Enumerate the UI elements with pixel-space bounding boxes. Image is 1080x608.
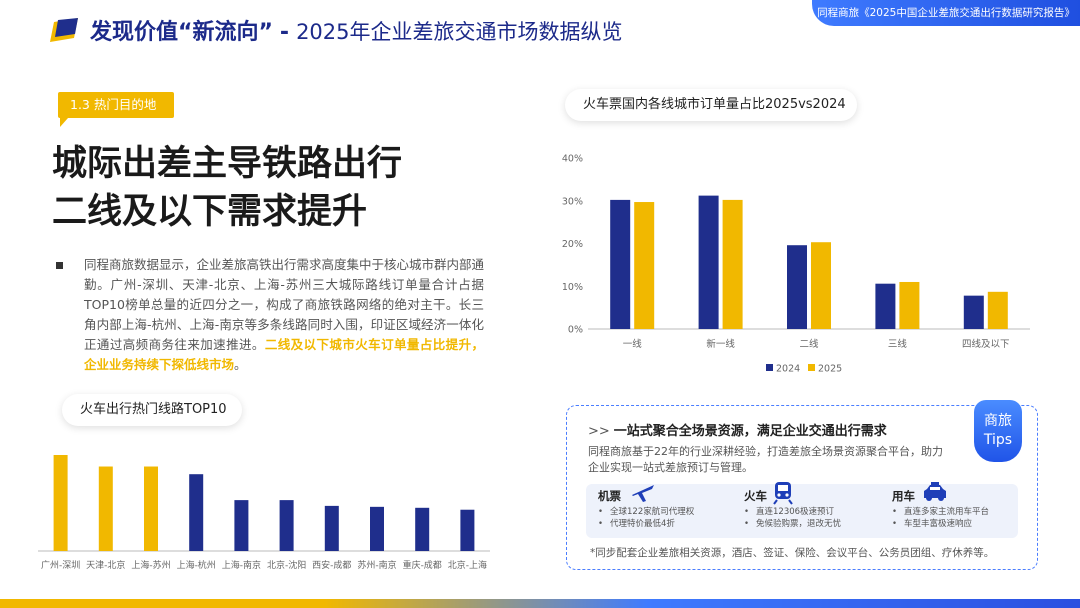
route-label: 上海-杭州 xyxy=(177,559,216,571)
route-label: 北京-上海 xyxy=(448,559,487,571)
x-tick-label: 三线 xyxy=(888,338,908,350)
header-separator: - xyxy=(279,20,290,45)
brand-logo-icon xyxy=(50,18,78,42)
service-column-car: 用车 直连多家主流用车平台 车型丰富极速响应 xyxy=(892,488,989,530)
tips-badge: 商旅 Tips xyxy=(974,400,1022,462)
bar-2024 xyxy=(875,283,896,329)
legend-swatch xyxy=(766,364,773,371)
bar-2024 xyxy=(698,195,719,329)
bar-2024 xyxy=(963,295,984,329)
y-tick-label: 0% xyxy=(568,325,583,336)
service-item: 直连多家主流用车平台 xyxy=(892,506,989,518)
description: 同程商旅数据显示，企业差旅高铁出行需求高度集中于核心城市群内部通勤。广州-深圳、… xyxy=(84,255,484,375)
route-bar xyxy=(370,506,384,551)
route-bar xyxy=(460,509,475,551)
route-label: 上海-南京 xyxy=(222,559,261,571)
service-heading-car: 用车 xyxy=(892,489,915,503)
headline: 城际出差主导铁路出行 二线及以下需求提升 xyxy=(52,140,402,236)
route-bar xyxy=(324,505,339,551)
tips-badge-line-1: 商旅 xyxy=(984,413,1012,429)
city-chart-title: 火车票国内各线城市订单量占比2025vs2024 xyxy=(565,89,857,121)
y-tick-label: 20% xyxy=(562,239,583,250)
tips-badge-line-2: Tips xyxy=(983,432,1013,448)
plane-icon xyxy=(632,485,654,502)
tips-title-text: 一站式聚合全场景资源，满足企业交通出行需求 xyxy=(613,424,887,439)
legend-swatch xyxy=(808,364,815,371)
service-item: 免候验购票，退改无忧 xyxy=(744,518,841,530)
route-label: 西安-成都 xyxy=(312,559,351,571)
bar-2025 xyxy=(634,202,655,329)
x-tick-label: 四线及以下 xyxy=(962,338,1010,350)
route-label: 天津-北京 xyxy=(86,559,125,571)
route-label: 北京-沈阳 xyxy=(267,559,306,571)
service-heading-flight: 机票 xyxy=(598,489,621,503)
bar-2025 xyxy=(722,199,743,329)
x-tick-label: 二线 xyxy=(799,338,819,350)
description-tail: 。 xyxy=(234,357,247,372)
bar-2024 xyxy=(787,245,807,329)
route-bar xyxy=(53,455,68,551)
train-icon xyxy=(773,482,793,505)
y-tick-label: 30% xyxy=(562,196,583,207)
service-heading-train: 火车 xyxy=(744,489,767,503)
tips-description: 同程商旅基于22年的行业深耕经验，打造差旅全场景资源聚合平台，助力企业实现一站式… xyxy=(588,445,943,474)
tips-title-arrow: >> xyxy=(588,424,610,439)
legend-label: 2025 xyxy=(818,364,842,375)
route-bar xyxy=(415,507,430,551)
route-label: 苏州-南京 xyxy=(357,559,396,571)
bar-2025 xyxy=(899,281,920,329)
route-label: 重庆-成都 xyxy=(403,559,442,571)
top10-chart-title: 火车出行热门线路TOP10 xyxy=(62,394,242,426)
y-tick-label: 10% xyxy=(562,282,583,293)
service-column-train: 火车 直连12306极速预订 免候验购票，退改无忧 xyxy=(744,488,841,530)
route-label: 上海-苏州 xyxy=(131,559,170,571)
section-tag: 1.3 热门目的地 xyxy=(58,92,174,127)
header-title-bold: 发现价值“新流向” xyxy=(90,20,273,45)
bar-2025 xyxy=(987,291,1008,329)
route-bar xyxy=(98,466,113,551)
tips-title: >> 一站式聚合全场景资源，满足企业交通出行需求 xyxy=(588,420,887,439)
service-column-flight: 机票 全球122家航司代理权 代理特价最低4折 xyxy=(598,488,694,530)
description-highlight: 二线及以下城市火车订单量占比提升，企业业务持续下探低线市场 xyxy=(84,337,484,372)
report-banner: 同程商旅《2025中国企业差旅交通出行数据研究报告》 xyxy=(812,0,1080,26)
service-item: 全球122家航司代理权 xyxy=(598,506,694,518)
legend-label: 2024 xyxy=(776,364,800,375)
service-item: 直连12306极速预订 xyxy=(744,506,841,518)
bottom-color-bar xyxy=(0,599,1080,608)
header-title-thin: 2025年企业差旅交通市场数据纵览 xyxy=(296,20,623,44)
headline-line-2: 二线及以下需求提升 xyxy=(52,192,368,232)
bar-2025 xyxy=(811,242,831,329)
tips-footnote: *同步配套企业差旅相关资源，酒店、签证、保险、会议平台、公务员团组、疗休养等。 xyxy=(590,547,995,559)
route-bar xyxy=(234,500,249,551)
route-bar xyxy=(279,500,294,551)
route-label: 广州-深圳 xyxy=(41,559,80,571)
x-tick-label: 新一线 xyxy=(706,338,735,350)
y-tick-label: 40% xyxy=(562,154,583,165)
service-item: 车型丰富极速响应 xyxy=(892,518,989,530)
car-icon xyxy=(924,482,946,501)
x-tick-label: 一线 xyxy=(623,338,643,350)
service-item: 代理特价最低4折 xyxy=(598,518,694,530)
route-bar xyxy=(189,474,204,551)
route-bar xyxy=(144,466,158,551)
page-header: 发现价值“新流向” - 2025年企业差旅交通市场数据纵览 xyxy=(90,14,623,46)
headline-line-1: 城际出差主导铁路出行 xyxy=(52,144,403,184)
bar-2024 xyxy=(610,199,631,329)
bullet-square-icon xyxy=(56,262,63,269)
description-text: 同程商旅数据显示，企业差旅高铁出行需求高度集中于核心城市群内部通勤。广州-深圳、… xyxy=(84,257,485,352)
